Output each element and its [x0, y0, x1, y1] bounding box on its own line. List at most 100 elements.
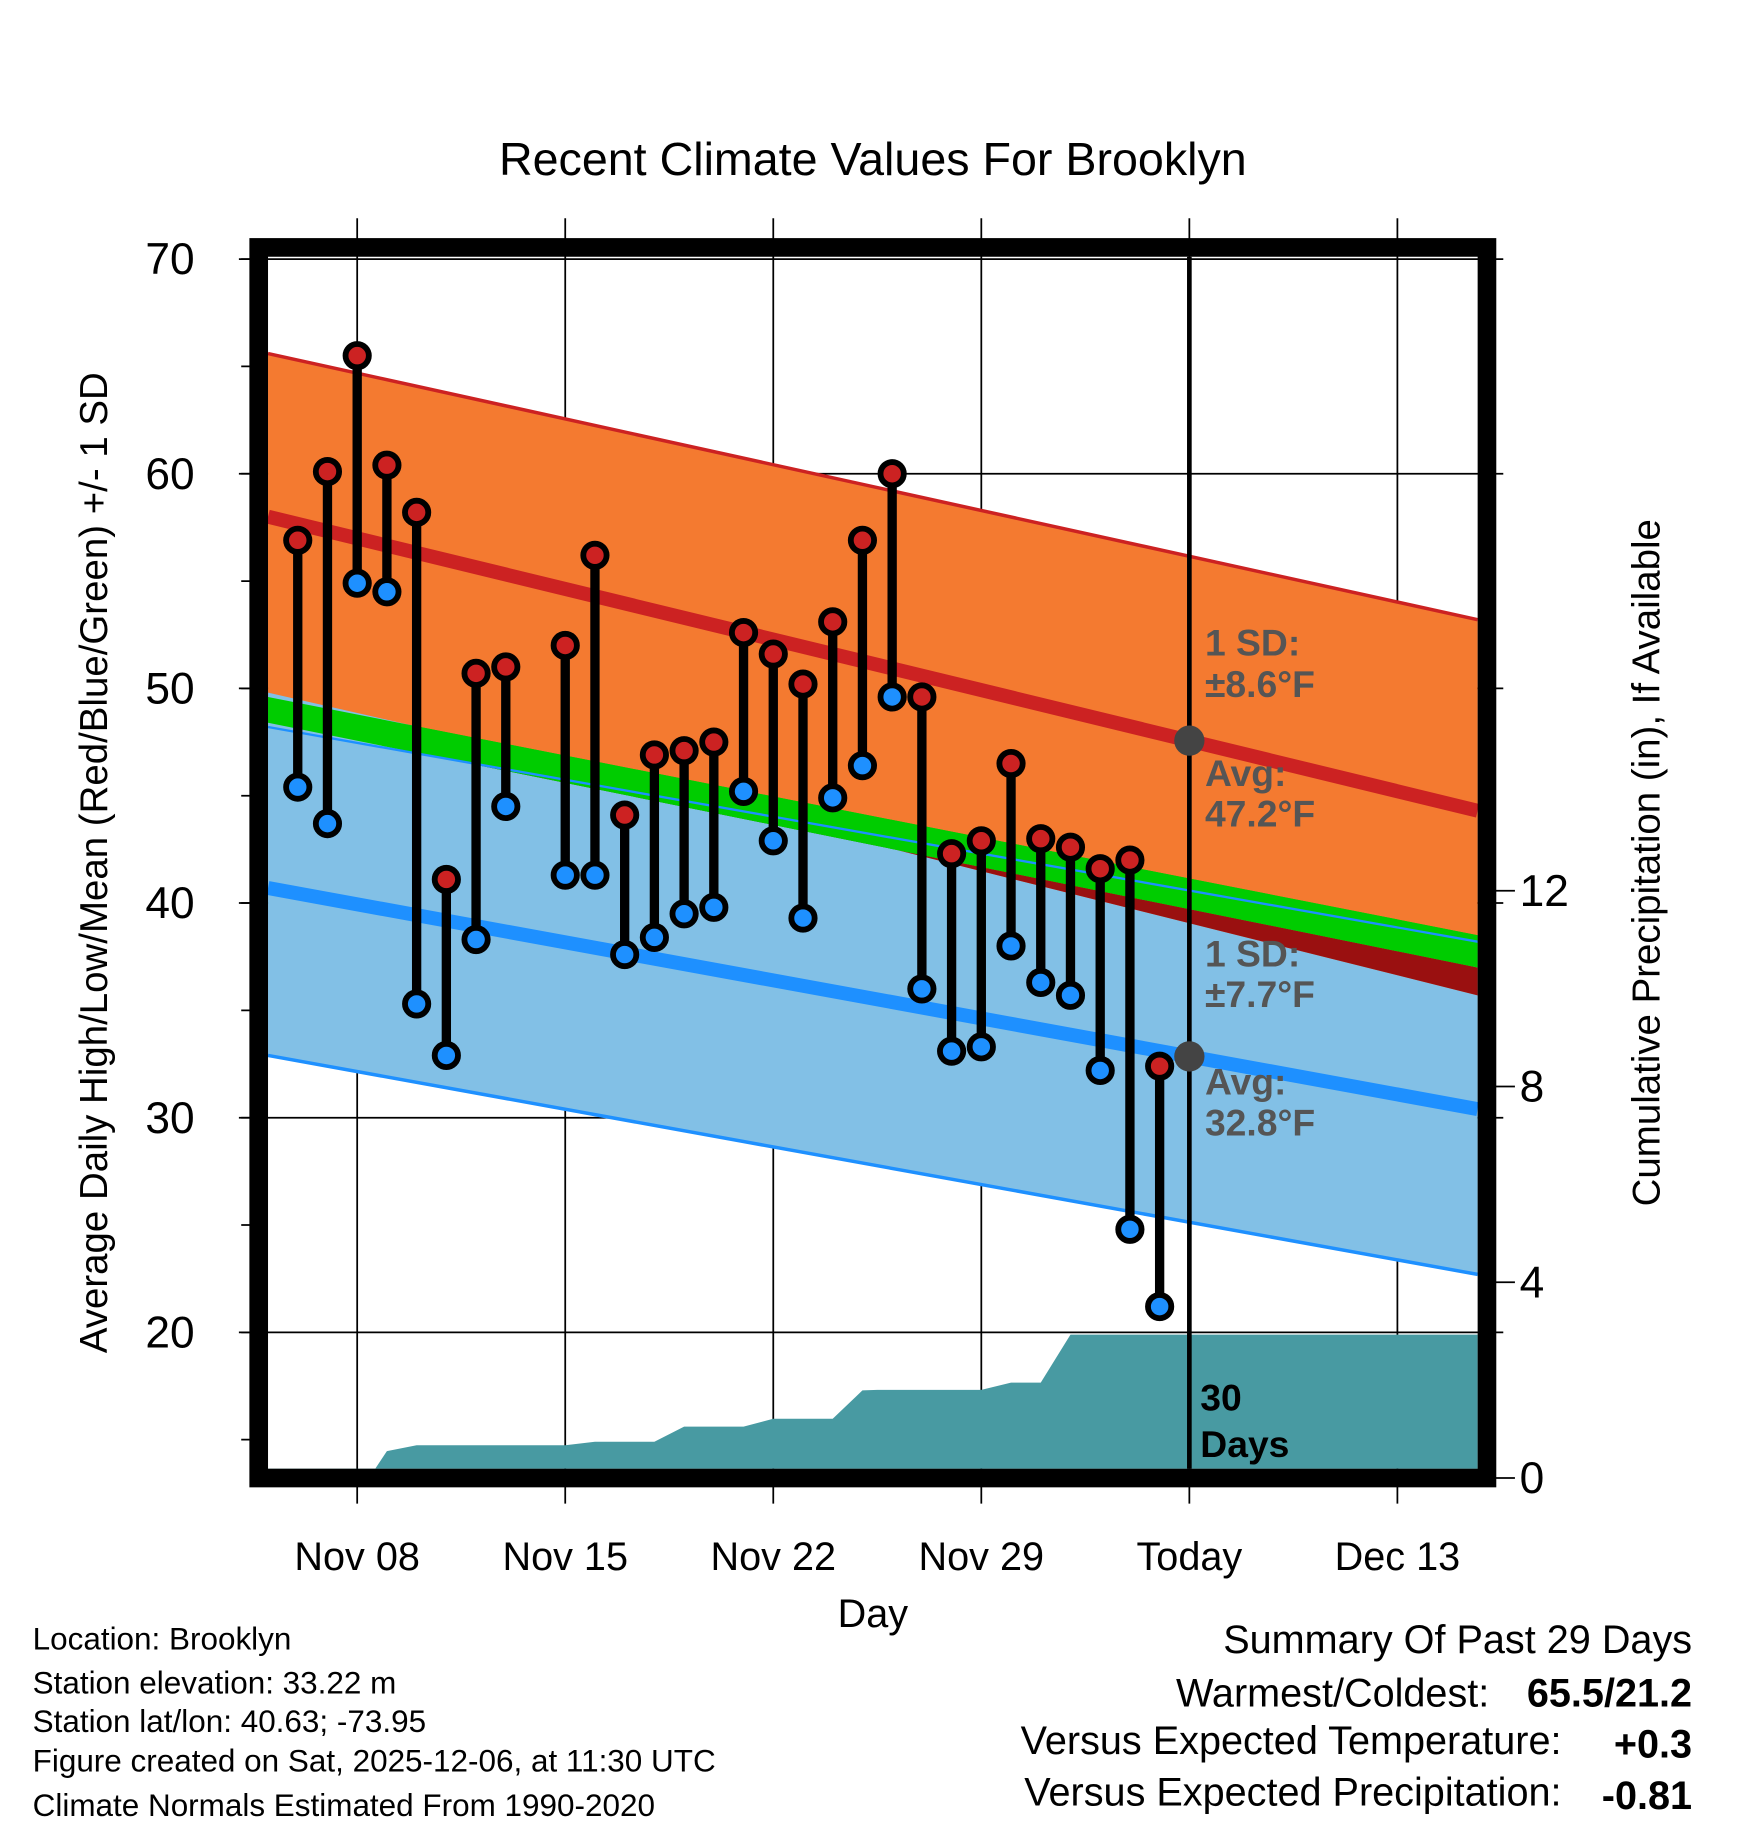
low-point — [937, 1036, 967, 1066]
low-point — [372, 577, 402, 607]
observations — [283, 341, 1175, 1322]
high-point — [966, 826, 996, 856]
low-point — [1085, 1055, 1115, 1086]
temp-vs-expected-label: Versus Expected Temperature: — [1021, 1719, 1562, 1763]
latlon-text: Station lat/lon: 40.63; -73.95 — [33, 1704, 426, 1739]
precip-area — [268, 1334, 1478, 1479]
low-point — [788, 903, 818, 933]
x-tick-label: Nov 08 — [294, 1535, 420, 1579]
high-sd-band — [268, 353, 1478, 996]
normals-text: Climate Normals Estimated From 1990-2020 — [33, 1788, 655, 1823]
high-point — [372, 450, 402, 480]
low-point — [312, 809, 343, 839]
precip-cumulative-area — [268, 1334, 1478, 1479]
high-point — [907, 682, 937, 712]
low-point — [996, 931, 1026, 961]
annotations: 1 SD: ±8.6°F Avg: 47.2°F 1 SD: ±7.7°F Av… — [1200, 621, 1315, 1465]
high-point — [699, 727, 729, 757]
low-point — [907, 974, 937, 1004]
temp-vs-expected-value: +0.3 — [1614, 1723, 1692, 1767]
low-point — [610, 939, 640, 970]
y2-tick-label: 4 — [1520, 1258, 1545, 1307]
low-point — [847, 751, 877, 781]
high-point — [431, 864, 461, 895]
high-point — [1055, 832, 1086, 862]
high-point — [1026, 824, 1056, 854]
high-point — [639, 740, 669, 770]
y-tick-label: 30 — [145, 1094, 194, 1143]
low-point — [550, 860, 580, 890]
low-avg-value: 32.8°F — [1205, 1101, 1315, 1143]
x-tick-label: Nov 15 — [502, 1535, 628, 1579]
high-point — [402, 497, 432, 527]
high-avg-line — [266, 509, 1480, 818]
high-point — [550, 630, 580, 661]
y-axis-label: Average Daily High/Low/Mean (Red/Blue/Gr… — [73, 372, 116, 1353]
high-point — [342, 341, 372, 371]
low-point — [699, 892, 729, 922]
x-tick-label: Nov 22 — [711, 1535, 837, 1579]
high-point — [728, 618, 759, 648]
high-point — [818, 607, 848, 637]
y2-axis-label: Cumulative Precipitation (in), If Availa… — [1625, 519, 1668, 1206]
y-tick-label: 40 — [145, 879, 194, 928]
elevation-text: Station elevation: 33.22 m — [33, 1666, 397, 1701]
high-sd-value: ±8.6°F — [1205, 663, 1315, 705]
low-point — [877, 682, 907, 712]
low-point — [669, 899, 699, 929]
low-point — [728, 776, 759, 806]
low-point — [758, 826, 788, 856]
high-point — [669, 736, 699, 766]
low-sd-label: 1 SD: — [1205, 932, 1300, 974]
summary: Summary Of Past 29 Days Warmest/Coldest:… — [1021, 1618, 1692, 1818]
precip-days-label: Days — [1200, 1423, 1289, 1465]
low-point — [402, 989, 432, 1019]
x-tick-label: Nov 29 — [919, 1535, 1045, 1579]
warmest-coldest-value: 65.5/21.2 — [1527, 1671, 1692, 1715]
high-point — [461, 658, 491, 688]
plot-frame — [249, 238, 1497, 1488]
y2-tick-label: 8 — [1520, 1063, 1545, 1112]
low-lower-sd-line — [267, 1053, 1478, 1277]
low-point — [342, 568, 372, 598]
y-tick-label: 20 — [145, 1309, 194, 1358]
high-point — [996, 748, 1026, 779]
warmest-coldest-label: Warmest/Coldest: — [1176, 1671, 1489, 1715]
high-point — [312, 457, 343, 487]
low-point — [1115, 1214, 1145, 1244]
high-point — [1085, 854, 1115, 884]
high-point — [283, 525, 313, 555]
summary-title: Summary Of Past 29 Days — [1223, 1618, 1692, 1662]
low-point — [580, 860, 610, 890]
high-avg-value: 47.2°F — [1205, 793, 1315, 835]
high-point — [788, 669, 818, 699]
precip-vs-expected-value: -0.81 — [1602, 1774, 1692, 1818]
mean-band-top — [268, 696, 1478, 968]
low-avg-line — [266, 881, 1479, 1116]
low-point — [818, 783, 848, 813]
low-point — [283, 772, 313, 802]
low-point — [461, 924, 491, 955]
created-text: Figure created on Sat, 2025-12-06, at 11… — [33, 1744, 716, 1779]
low-point — [1026, 967, 1056, 998]
low-point — [1145, 1292, 1175, 1322]
high-point — [847, 525, 877, 555]
x-axis-label: Day — [838, 1592, 909, 1636]
low-point — [1055, 980, 1086, 1010]
high-sd-label: 1 SD: — [1205, 621, 1300, 663]
low-avg-label: Avg: — [1205, 1061, 1286, 1103]
low-point — [966, 1032, 996, 1062]
location-text: Location: Brooklyn — [33, 1621, 292, 1656]
precip-days-count: 30 — [1200, 1376, 1241, 1418]
high-point — [491, 652, 521, 682]
high-upper-sd-line — [267, 351, 1479, 622]
low-point — [639, 922, 669, 952]
high-avg-label: Avg: — [1205, 752, 1286, 794]
high-point — [1115, 845, 1145, 875]
precip-vs-expected-label: Versus Expected Precipitation: — [1024, 1770, 1561, 1814]
chart-title: Recent Climate Values For Brooklyn — [499, 133, 1247, 185]
high-point — [580, 540, 610, 570]
high-point — [758, 639, 788, 669]
low-upper-sd-line — [267, 725, 1478, 943]
